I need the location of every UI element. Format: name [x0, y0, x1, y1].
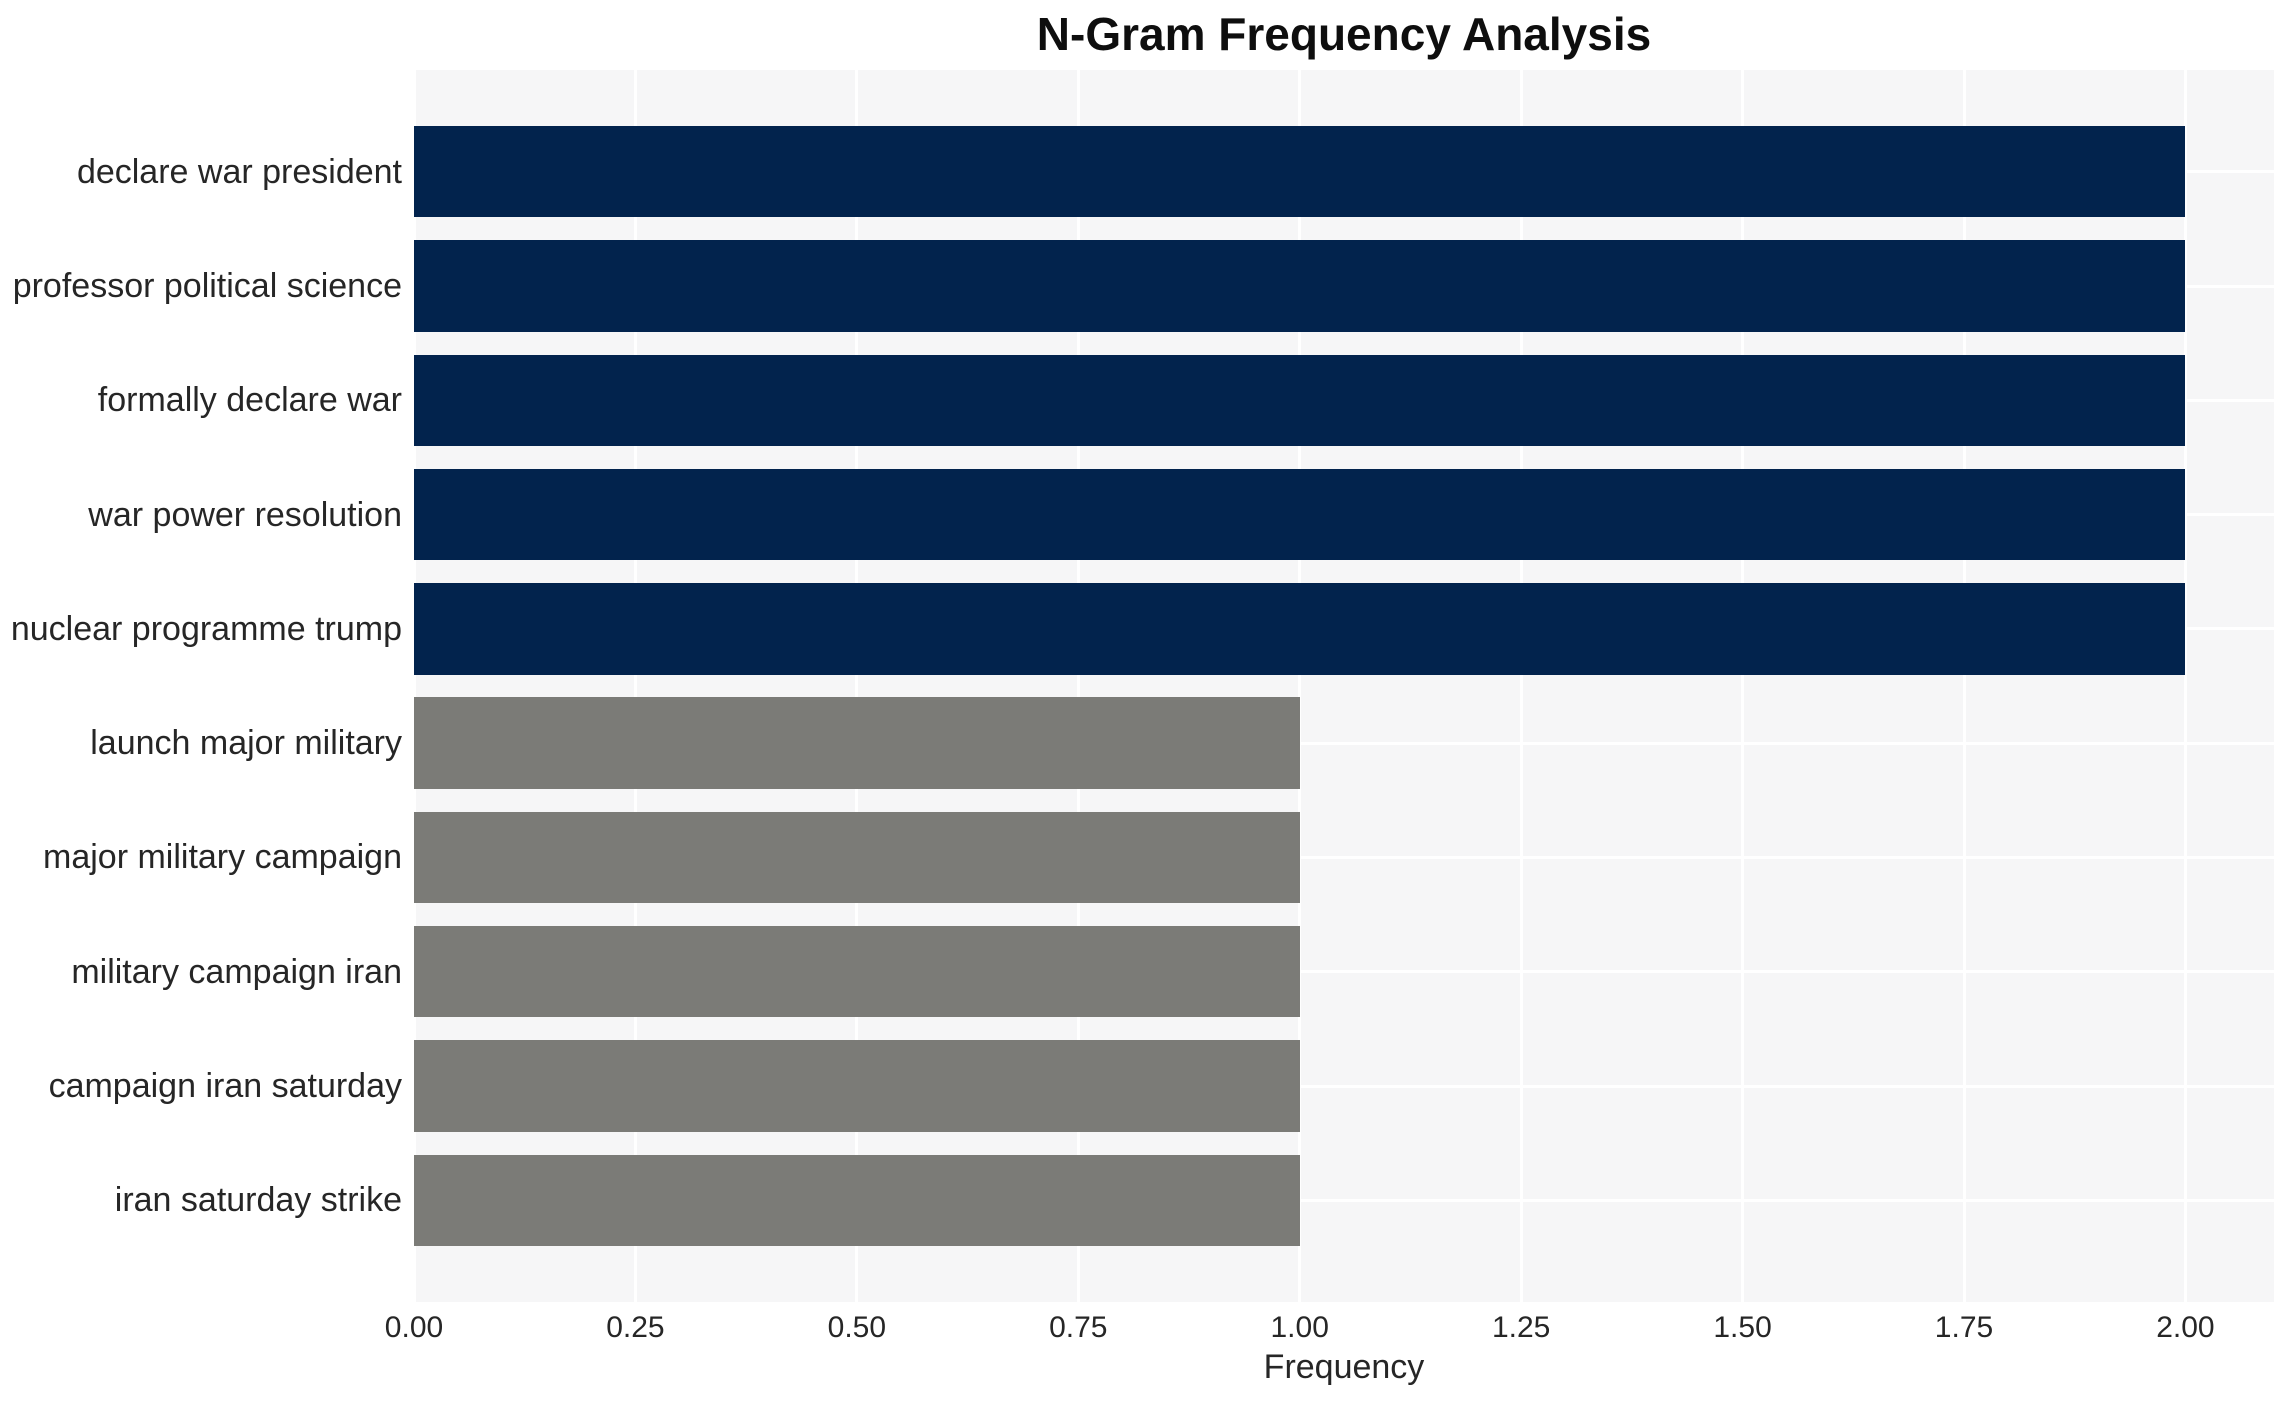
x-tick-label: 2.00	[2156, 1311, 2215, 1344]
x-tick-label: 1.00	[1270, 1311, 1329, 1344]
gridline-horizontal	[414, 970, 2274, 974]
bar-nuclear-programme-trump	[414, 583, 2186, 675]
y-tick-label: major military campaign	[43, 838, 402, 877]
gridline-horizontal	[414, 1198, 2274, 1202]
y-tick-label: military campaign iran	[71, 952, 402, 991]
bar-major-military-campaign	[414, 811, 1300, 904]
gridline-vertical	[633, 70, 637, 1302]
plot-area	[412, 70, 2274, 1302]
y-tick-label: nuclear programme trump	[10, 609, 402, 648]
bar-professor-political-science	[414, 240, 2186, 332]
bar-iran-saturday-strike	[414, 1154, 1300, 1246]
x-tick-label: 0.25	[606, 1311, 665, 1344]
y-tick-label: iran saturday strike	[114, 1181, 402, 1220]
gridline-vertical	[1962, 70, 1966, 1302]
gridline-vertical	[855, 70, 859, 1302]
gridline-vertical	[412, 70, 416, 1302]
bar-military-campaign-iran	[414, 926, 1300, 1018]
y-tick-label: declare war president	[76, 152, 402, 191]
x-tick-label: 0.75	[1049, 1311, 1108, 1344]
gridline-vertical	[1519, 70, 1523, 1302]
bar-formally-declare-war	[414, 354, 2186, 446]
y-tick-label: war power resolution	[88, 495, 402, 534]
x-tick-label: 0.50	[827, 1311, 887, 1344]
bar-launch-major-military	[414, 697, 1300, 789]
x-tick-label: 1.25	[1491, 1311, 1551, 1344]
y-tick-label: formally declare war	[97, 381, 402, 420]
x-axis-label: Frequency	[1263, 1348, 1425, 1386]
bar-campaign-iran-saturday	[414, 1040, 1300, 1132]
x-tick-label: 0.00	[384, 1311, 444, 1344]
gridline-vertical	[1298, 70, 1302, 1302]
y-tick-label: campaign iran saturday	[48, 1067, 402, 1105]
gridline-horizontal	[414, 855, 2274, 859]
chart-title: N-Gram Frequency Analysis	[1036, 8, 1652, 60]
x-tick-label: 1.75	[1934, 1311, 1994, 1344]
bar-declare-war-president	[414, 126, 2186, 218]
gridline-horizontal	[414, 741, 2274, 745]
x-tick-label: 1.50	[1713, 1311, 1772, 1344]
bar-war-power-resolution	[414, 468, 2186, 561]
y-tick-label: launch major military	[90, 724, 402, 763]
gridline-vertical	[2183, 70, 2187, 1302]
gridline-vertical	[1076, 70, 1080, 1302]
gridline-vertical	[1741, 70, 1745, 1302]
y-tick-label: professor political science	[12, 267, 402, 305]
gridline-horizontal	[414, 1084, 2274, 1088]
